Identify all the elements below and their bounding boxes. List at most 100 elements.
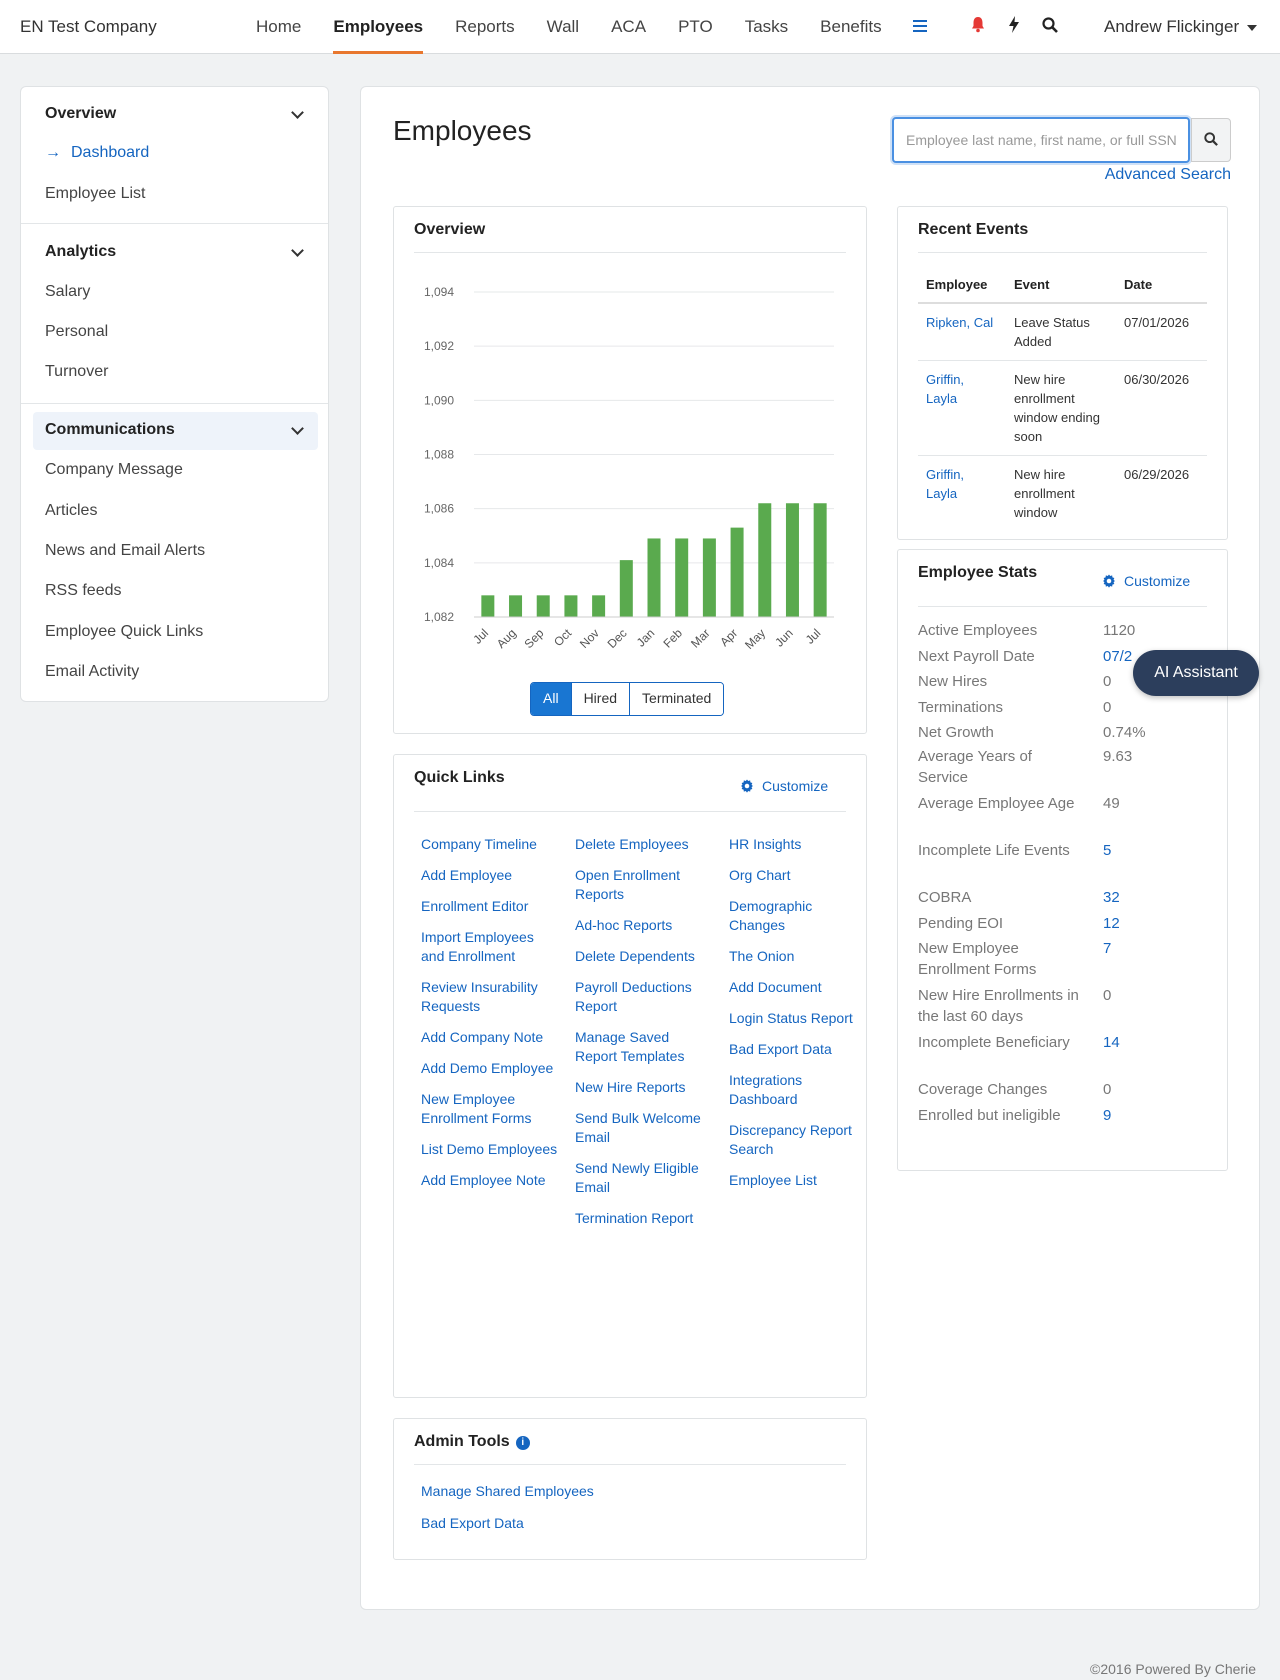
bolt-icon[interactable] <box>996 16 1032 38</box>
stat-value[interactable]: 7 <box>1103 940 1112 957</box>
sidebar-item-turnover[interactable]: Turnover <box>45 363 109 380</box>
stat-value[interactable]: 07/2 <box>1103 648 1133 665</box>
quick-link[interactable]: Login Status Report <box>729 1010 853 1026</box>
quick-link[interactable]: Integrations Dashboard <box>729 1072 803 1107</box>
sidebar-section-communications[interactable]: Communications <box>45 421 175 438</box>
sidebar-section-analytics[interactable]: Analytics <box>45 243 117 260</box>
nav-employees[interactable]: Employees <box>317 0 439 54</box>
quick-links-customize[interactable]: Customize <box>740 778 828 794</box>
sidebar-item-news-email-alerts[interactable]: News and Email Alerts <box>45 542 206 559</box>
employee-stats-customize[interactable]: Customize <box>1102 573 1190 589</box>
employee-stats-title: Employee Stats <box>918 564 1038 581</box>
advanced-search-link[interactable]: Advanced Search <box>1104 166 1231 183</box>
quick-link[interactable]: Employee List <box>729 1172 817 1188</box>
nav-home[interactable]: Home <box>256 17 302 36</box>
table-row: Ripken, Cal Leave Status Added 07/01/202… <box>918 303 1207 361</box>
toggle-hired[interactable]: Hired <box>570 683 630 715</box>
user-name: Andrew Flickinger <box>1104 17 1240 36</box>
sidebar-item-personal[interactable]: Personal <box>45 323 109 340</box>
quick-link[interactable]: Payroll Deductions Report <box>575 979 692 1014</box>
quick-link[interactable]: Import Employees and Enrollment <box>421 929 534 964</box>
hamburger-icon[interactable] <box>898 0 942 54</box>
x-tick-label: Feb <box>660 626 685 651</box>
chart-bar <box>702 538 716 617</box>
quick-link[interactable]: Send Bulk Welcome Email <box>575 1110 701 1145</box>
quick-link[interactable]: Delete Employees <box>575 836 689 852</box>
quick-link[interactable]: Add Company Note <box>421 1029 544 1045</box>
quick-link[interactable]: Review Insurability Requests <box>421 979 538 1014</box>
nav-aca[interactable]: ACA <box>611 17 647 36</box>
sidebar-item-company-message[interactable]: Company Message <box>45 461 183 478</box>
quick-link[interactable]: Manage Saved Report Templates <box>575 1029 685 1064</box>
sidebar-item-employee-quick-links[interactable]: Employee Quick Links <box>45 623 204 640</box>
y-tick-label: 1,084 <box>424 556 454 570</box>
sidebar-item-dashboard[interactable]: → Dashboard <box>45 144 149 162</box>
quick-link[interactable]: Company Timeline <box>421 836 537 852</box>
sidebar-item-articles[interactable]: Articles <box>45 502 98 519</box>
quick-link[interactable]: New Employee Enrollment Forms <box>421 1091 532 1126</box>
card-divider <box>918 252 1207 253</box>
toggle-terminated[interactable]: Terminated <box>629 683 724 715</box>
quick-link[interactable]: New Hire Reports <box>575 1079 686 1095</box>
quick-link[interactable]: Add Document <box>729 979 822 995</box>
event-date-cell: 06/30/2026 <box>1116 360 1207 456</box>
ai-assistant-button[interactable]: AI Assistant <box>1133 650 1259 696</box>
search-icon[interactable] <box>1032 16 1068 38</box>
quick-link[interactable]: Add Employee <box>421 867 513 883</box>
quick-link[interactable]: Bad Export Data <box>729 1041 832 1057</box>
toggle-all[interactable]: All <box>531 683 571 715</box>
quick-link[interactable]: HR Insights <box>729 836 802 852</box>
quick-link[interactable]: Ad-hoc Reports <box>575 917 673 933</box>
employee-link[interactable]: Ripken, Cal <box>926 315 994 330</box>
stat-value: 0 <box>1103 673 1112 690</box>
sidebar-item-employee-list[interactable]: Employee List <box>45 185 146 202</box>
stat-label: Terminations <box>918 699 1004 716</box>
quick-link[interactable]: Discrepancy Report Search <box>729 1122 852 1157</box>
nav-pto[interactable]: PTO <box>678 17 713 36</box>
nav-tasks[interactable]: Tasks <box>744 17 789 36</box>
chevron-down-icon[interactable] <box>291 244 304 257</box>
admin-link-bad-export-data[interactable]: Bad Export Data <box>421 1515 524 1531</box>
bell-icon[interactable] <box>960 16 996 38</box>
company-name[interactable]: EN Test Company <box>20 17 157 36</box>
quick-link[interactable]: Org Chart <box>729 867 791 883</box>
chevron-down-icon[interactable] <box>291 106 304 119</box>
quick-link[interactable]: Demographic Changes <box>729 898 813 933</box>
quick-link[interactable]: Open Enrollment Reports <box>575 867 681 902</box>
quick-link[interactable]: Enrollment Editor <box>421 898 529 914</box>
sidebar-section-overview[interactable]: Overview <box>45 105 117 122</box>
stat-value[interactable]: 9 <box>1103 1107 1112 1124</box>
employee-search-input[interactable]: Employee last name, first name, or full … <box>892 117 1190 163</box>
stat-value[interactable]: 5 <box>1103 842 1112 859</box>
quick-link[interactable]: Send Newly Eligible Email <box>575 1160 699 1195</box>
employee-link[interactable]: Griffin, Layla <box>926 467 965 501</box>
quick-link[interactable]: The Onion <box>729 948 795 964</box>
sidebar-item-email-activity[interactable]: Email Activity <box>45 663 140 680</box>
info-icon[interactable]: i <box>515 1436 530 1450</box>
chart-bar <box>536 595 550 617</box>
stat-value[interactable]: 14 <box>1103 1034 1120 1051</box>
admin-link-manage-shared-employees[interactable]: Manage Shared Employees <box>421 1483 594 1499</box>
sidebar-item-rss-feeds[interactable]: RSS feeds <box>45 582 122 599</box>
arrow-right-icon: → <box>45 144 61 161</box>
stat-value[interactable]: 32 <box>1103 889 1120 906</box>
quick-links-card: Quick Links Customize Company Timeline A… <box>393 754 867 1398</box>
user-menu[interactable]: Andrew Flickinger <box>1104 17 1258 37</box>
nav-benefits[interactable]: Benefits <box>820 17 882 36</box>
column-header-employee: Employee <box>918 267 1006 304</box>
top-navigation-bar: EN Test Company Home Employees Reports W… <box>0 0 1280 54</box>
quick-link[interactable]: Add Demo Employee <box>421 1060 554 1076</box>
nav-wall[interactable]: Wall <box>546 17 580 36</box>
employee-link[interactable]: Griffin, Layla <box>926 372 965 406</box>
sidebar-item-salary[interactable]: Salary <box>45 283 91 300</box>
quick-links-column-1: Company Timeline Add Employee Enrollment… <box>421 835 561 1202</box>
stat-value: 49 <box>1103 795 1120 812</box>
quick-link[interactable]: Termination Report <box>575 1210 694 1226</box>
nav-reports[interactable]: Reports <box>455 17 515 36</box>
quick-link[interactable]: List Demo Employees <box>421 1141 558 1157</box>
stat-value[interactable]: 12 <box>1103 915 1120 932</box>
search-button[interactable] <box>1191 118 1231 162</box>
quick-link[interactable]: Add Employee Note <box>421 1172 546 1188</box>
quick-link[interactable]: Delete Dependents <box>575 948 695 964</box>
sidebar-divider <box>21 223 328 224</box>
